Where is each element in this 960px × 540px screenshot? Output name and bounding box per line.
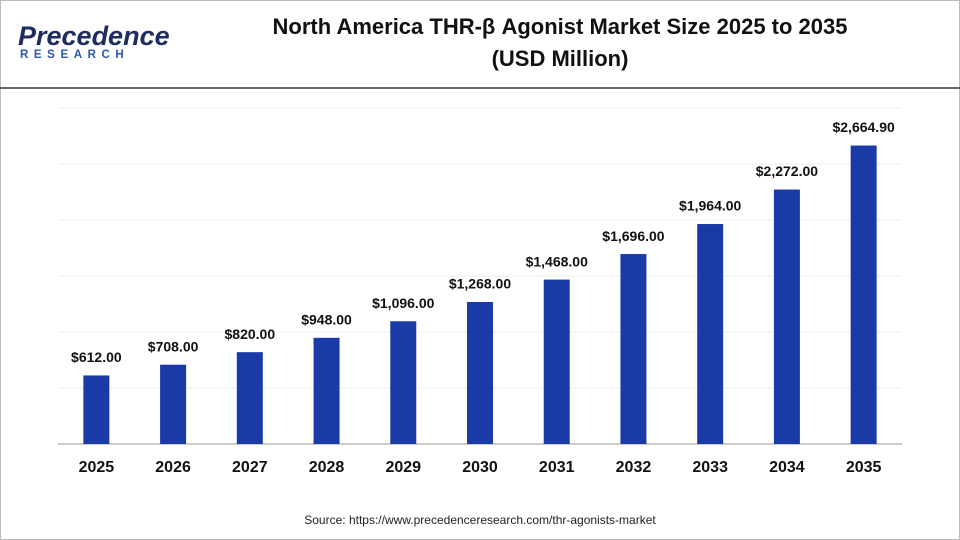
x-tick-label: 2025 [79,459,115,476]
bar [697,224,724,444]
x-tick-label: 2029 [385,459,421,476]
data-label: $612.00 [71,349,122,365]
source-note: Source: https://www.precedenceresearch.c… [304,513,656,527]
bar [313,337,340,444]
bar [620,254,647,444]
chart-title: North America THR-β Agonist Market Size … [273,14,848,39]
x-tick-label: 2027 [232,459,268,476]
logo-tagline: RESEARCH [20,49,129,61]
bar [773,189,800,444]
bar [850,145,877,445]
logo-name: Precedence [18,21,170,51]
x-tick-label: 2033 [692,459,728,476]
data-label: $1,468.00 [526,253,588,269]
bar [236,352,263,444]
x-tick-label: 2026 [155,459,191,476]
data-label: $1,268.00 [449,276,511,292]
x-tick-label: 2034 [769,459,805,476]
x-tick-label: 2031 [539,459,575,476]
bar [83,375,110,444]
chart-subtitle: (USD Million) [492,46,629,71]
data-label: $948.00 [301,312,352,328]
data-label: $820.00 [225,326,276,342]
bar [160,364,187,444]
bar [467,301,493,444]
x-tick-label: 2030 [462,459,498,476]
data-label: $2,664.90 [832,119,894,135]
x-tick-label: 2035 [846,459,882,476]
data-label: $708.00 [148,338,199,354]
data-label: $1,964.00 [679,198,741,214]
data-label: $2,272.00 [756,163,818,179]
x-tick-label: 2032 [616,459,652,476]
bar [390,321,417,444]
x-tick-label: 2028 [309,459,345,476]
data-label: $1,696.00 [602,228,664,244]
bar [543,279,570,444]
data-label: $1,096.00 [372,295,434,311]
